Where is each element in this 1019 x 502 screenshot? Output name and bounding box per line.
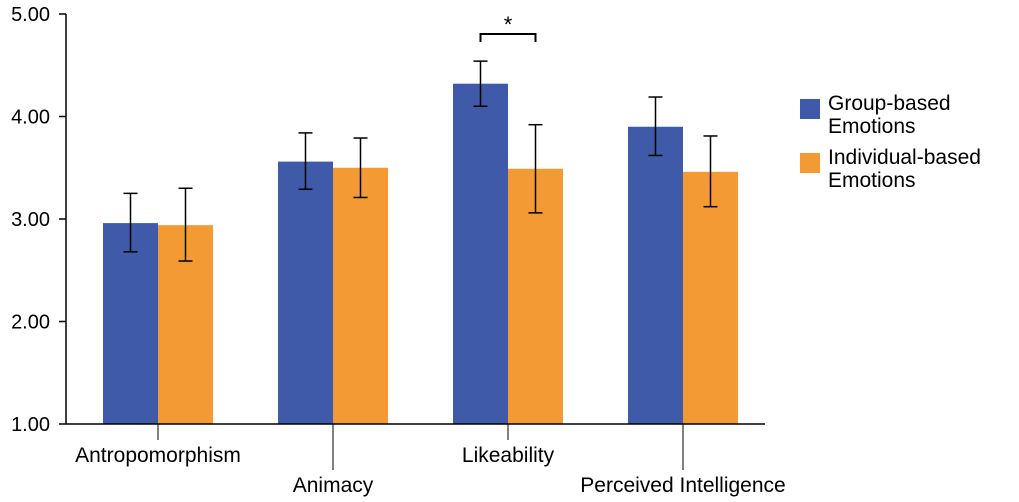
legend-swatch-individual-based (800, 153, 820, 173)
significance-bracket (479, 33, 537, 42)
x-axis: Antropomorphism Animacy Likeability Perceiv… (66, 423, 786, 497)
legend-swatch-group-based (800, 99, 820, 119)
legend-item-group-based: Group-based Emotions (800, 92, 1019, 138)
bar (628, 126, 683, 424)
legend-item-individual-based: Individual-based Emotions (800, 146, 1019, 192)
x-tick-label: Animacy (293, 474, 374, 497)
y-tick-label: 5.00 (11, 4, 50, 26)
y-tick-label: 1.00 (11, 414, 50, 436)
y-tick-label: 3.00 (11, 209, 50, 231)
bar (103, 223, 158, 424)
x-tick-label: Antropomorphism (75, 444, 241, 467)
legend-label-individual-based: Individual-based Emotions (828, 146, 981, 192)
significance-annotation: * (479, 12, 537, 42)
bar (683, 171, 738, 424)
legend-label-group-based: Group-based Emotions (828, 92, 951, 138)
bar (453, 83, 508, 424)
bar (333, 167, 388, 424)
bars (103, 83, 738, 424)
significance-label: * (504, 12, 513, 37)
y-tick-label: 4.00 (11, 107, 50, 129)
x-tick-label: Perceived Intelligence (580, 474, 785, 497)
error-bars (123, 60, 718, 262)
bar (278, 161, 333, 424)
legend: Group-based Emotions Individual-based Em… (800, 92, 1019, 200)
x-tick-label: Likeability (462, 444, 555, 467)
y-tick-label: 2.00 (11, 312, 50, 334)
y-axis: 1.00 2.00 3.00 4.00 5.00 (11, 4, 67, 436)
